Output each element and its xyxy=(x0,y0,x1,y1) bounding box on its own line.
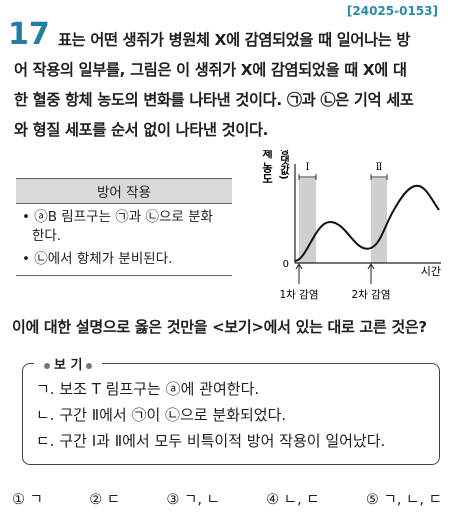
stem-line-4: 와 형질 세포를 순서 없이 나타낸 것이다. xyxy=(14,121,269,139)
bogi-title: 보 기 xyxy=(34,354,103,373)
bogi-item-2: ㄴ. 구간 Ⅱ에서 ㉠이 ㉡으로 분화되었다. xyxy=(36,406,287,424)
choice-5[interactable]: ⑤ ㄱ, ㄴ, ㄷ xyxy=(365,492,442,508)
interval-2-shade xyxy=(371,178,387,263)
question-text: 이에 대한 설명으로 옳은 것만을 <보기>에서 있는 대로 고른 것은? xyxy=(12,318,427,336)
table-row-1-line-1: • ⓐB 림프구는 ㉠과 ㉡으로 분화 xyxy=(22,209,213,225)
bogi-items: ㄱ. 보조 T 림프구는 ⓐ에 관여한다. ㄴ. 구간 Ⅱ에서 ㉠이 ㉡으로 분… xyxy=(36,376,385,454)
bogi-box xyxy=(22,363,440,465)
event-1-arrow xyxy=(295,263,303,284)
y-axis-label: 항체 농도 xyxy=(261,150,274,184)
problem-code: [24025-0153] xyxy=(346,4,438,18)
interval-1-shade xyxy=(299,178,316,263)
event-2-arrow xyxy=(367,263,375,284)
event-2-label: 2차 감염 xyxy=(352,289,391,301)
y-axis-sublabel: (상댓값) xyxy=(278,150,290,180)
bullet-icon xyxy=(44,362,50,369)
event-1-label: 1차 감염 xyxy=(280,289,319,301)
stem-line-2: 어 작용의 일부를, 그림은 이 생쥐가 X에 감염되었을 때 X에 대 xyxy=(14,61,407,79)
bogi-item-3: ㄷ. 구간 Ⅰ과 Ⅱ에서 모두 비특이적 방어 작용이 일어났다. xyxy=(36,432,386,450)
table-row-2: • ㉡에서 항체가 분비된다. xyxy=(16,246,232,276)
interval-2-bracket xyxy=(370,174,388,180)
bullet-icon xyxy=(86,362,93,369)
question-stem: 표는 어떤 생쥐가 병원체 X에 감염되었을 때 일어나는 방 어 작용의 일부… xyxy=(14,25,444,145)
question-number: 17 xyxy=(8,17,50,52)
answer-choices: ① ㄱ ② ㄷ ③ ㄱ, ㄴ ④ ㄴ, ㄷ ⑤ ㄱ, ㄴ, ㄷ xyxy=(12,488,442,509)
bogi-title-text: 보 기 xyxy=(54,358,83,373)
table-row-2-line-1: • ㉡에서 항체가 분비된다. xyxy=(22,251,173,267)
table-row-1: • ⓐB 림프구는 ㉠과 ㉡으로 분화 한다. xyxy=(16,204,232,247)
table-row-1-line-2: 한다. xyxy=(32,228,62,244)
antibody-curve xyxy=(294,184,440,262)
choice-2[interactable]: ② ㄷ xyxy=(89,492,121,508)
origin-label: 0 xyxy=(283,259,289,270)
stem-line-3: 한 혈중 항체 농도의 변화를 나타낸 것이다. ㉠과 ㉡은 기억 세포 xyxy=(14,91,414,109)
interval-1-bracket xyxy=(298,174,317,180)
choice-3[interactable]: ③ ㄱ, ㄴ xyxy=(166,492,220,508)
stem-line-1: 표는 어떤 생쥐가 병원체 X에 감염되었을 때 일어나는 방 xyxy=(58,31,411,49)
defense-table: 방어 작용 • ⓐB 림프구는 ㉠과 ㉡으로 분화 한다. • ㉡에서 항체가 … xyxy=(16,178,232,276)
interval-1-label: Ⅰ xyxy=(306,162,310,173)
interval-2-label: Ⅱ xyxy=(376,162,383,173)
table-header: 방어 작용 xyxy=(16,178,232,204)
antibody-graph: Ⅰ Ⅱ 항체 농도 (상댓값) 0 시간 1차 감염 2차 감염 xyxy=(261,150,441,301)
choice-1[interactable]: ① ㄱ xyxy=(12,492,43,508)
bogi-item-1: ㄱ. 보조 T 림프구는 ⓐ에 관여한다. xyxy=(36,380,260,398)
x-axis-label: 시간 xyxy=(421,265,441,278)
choice-4[interactable]: ④ ㄴ, ㄷ xyxy=(266,492,320,508)
